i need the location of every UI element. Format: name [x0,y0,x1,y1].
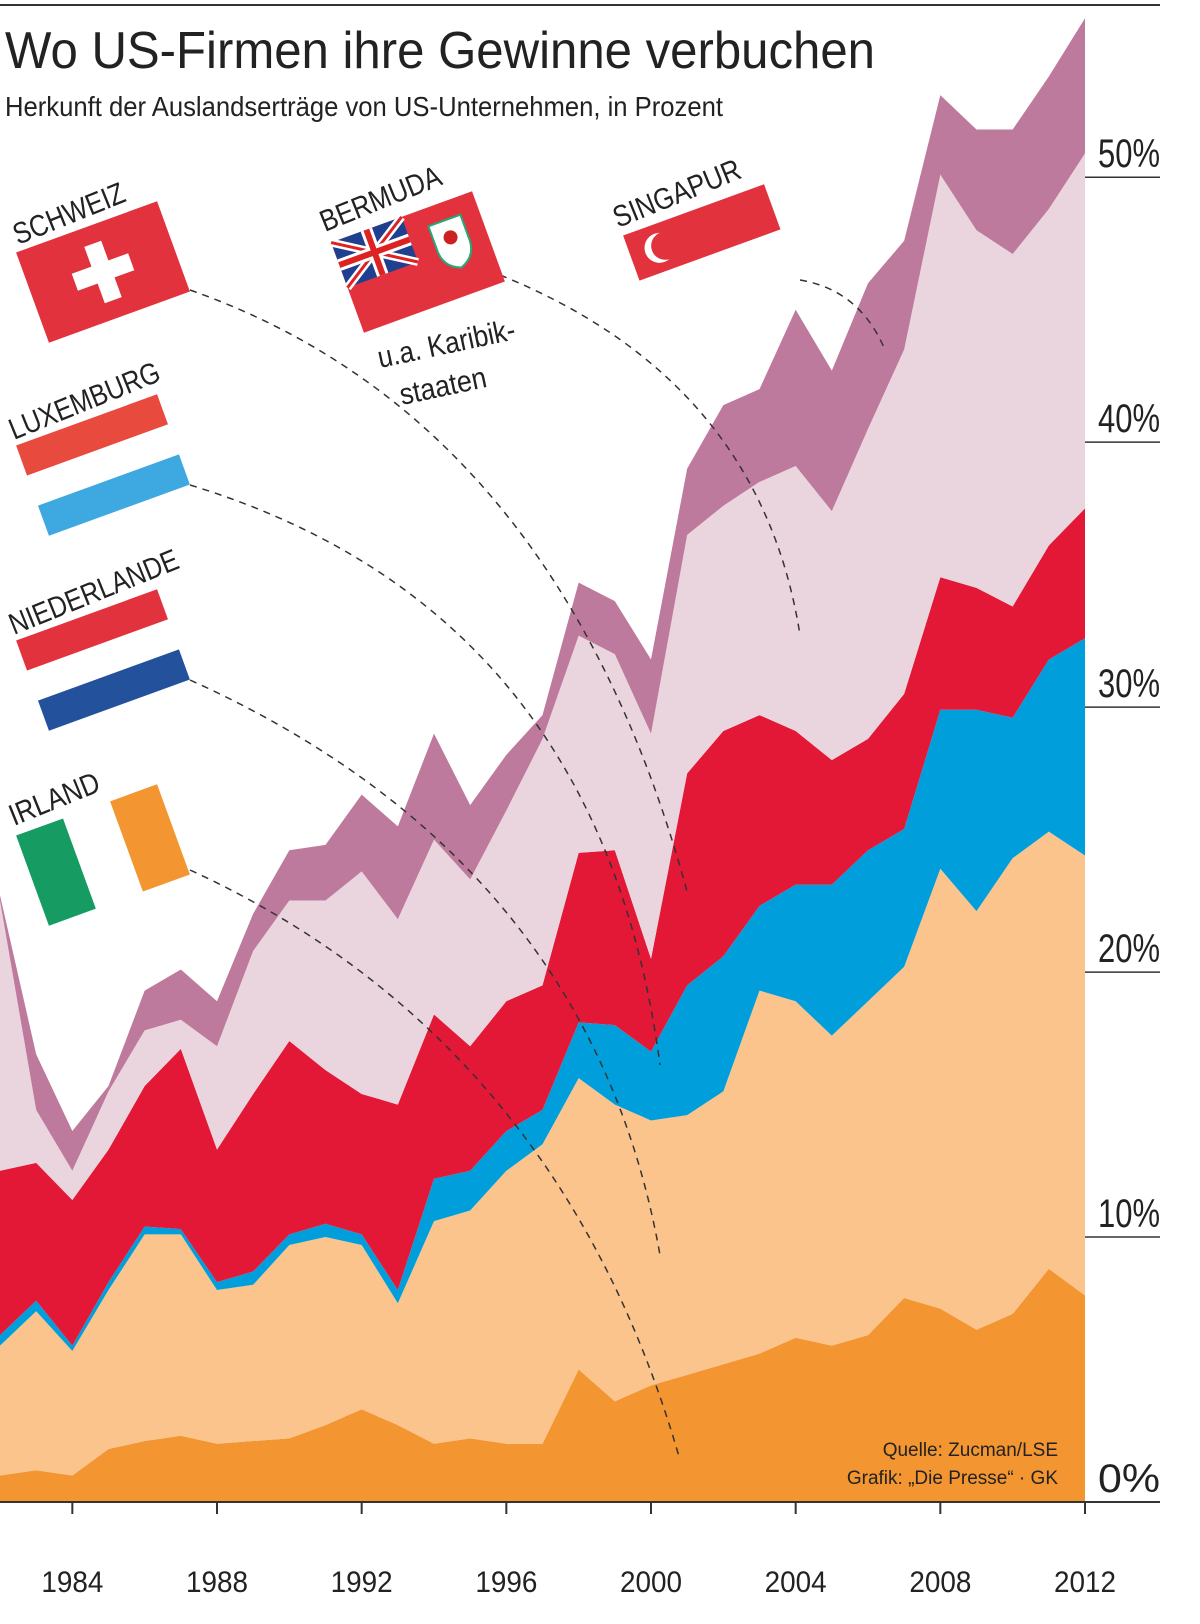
y-tick-label: 0% [1098,1457,1160,1501]
leaders [189,274,886,1461]
area [0,831,1085,1476]
x-tick-label: 2012 [1054,1566,1116,1599]
x-tick-label: 1988 [186,1566,248,1599]
x-tick-label: 2004 [765,1566,827,1599]
note: u.a. Karibik- [375,313,519,374]
y-tick-label: 50% [1098,132,1160,176]
x-tick-label: 1996 [475,1566,537,1599]
credit: Grafik: „Die Presse“ · GK [847,1468,1058,1489]
axes: 0% 10% 20% 30% 40% 50% 1984 1988 1992 1996 2000 200… [0,132,1160,1599]
leader-line [189,484,661,1066]
flag-schweiz [16,201,190,343]
leader-line [799,279,886,351]
note: staaten [397,361,490,412]
flag-niederlande [16,589,190,731]
leader-line [189,679,661,1256]
source: Quelle: Zucman/LSE [883,1440,1058,1461]
chart-subtitle: Herkunft der Auslandserträge von US-Unte… [5,91,723,122]
leader-line [499,274,801,636]
area [0,508,1085,1346]
flag-luxemburg [16,394,190,536]
y-tick-label: 40% [1098,397,1160,441]
x-tick-label: 2000 [620,1566,682,1599]
area [0,153,1085,1200]
y-tick-label: 20% [1098,927,1160,971]
areas [0,18,1085,1502]
x-tick-label: 1984 [41,1566,103,1599]
x-tick-label: 1992 [331,1566,393,1599]
flag-singapur [623,184,797,326]
x-tick-label: 2008 [909,1566,971,1599]
y-tick-label: 30% [1098,662,1160,706]
chart-title: Wo US-Firmen ihre Gewinne verbuchen [5,22,875,80]
area [0,18,1085,1171]
flag-irland [16,784,190,926]
area [0,638,1085,1351]
leader-line [189,289,689,896]
flag-bermuda [330,191,505,333]
area [0,1268,1085,1502]
y-tick-label: 10% [1098,1192,1160,1236]
